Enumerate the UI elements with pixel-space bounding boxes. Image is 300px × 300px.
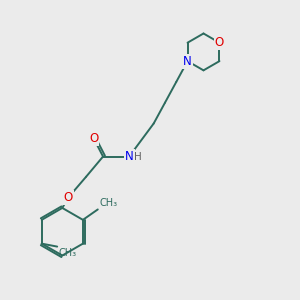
Text: O: O: [215, 36, 224, 49]
Text: CH₃: CH₃: [59, 248, 77, 258]
Text: O: O: [64, 191, 73, 204]
Text: CH₃: CH₃: [99, 198, 117, 208]
Text: N: N: [183, 55, 192, 68]
Text: H: H: [134, 152, 142, 161]
Text: N: N: [125, 150, 134, 163]
Text: O: O: [89, 132, 98, 145]
